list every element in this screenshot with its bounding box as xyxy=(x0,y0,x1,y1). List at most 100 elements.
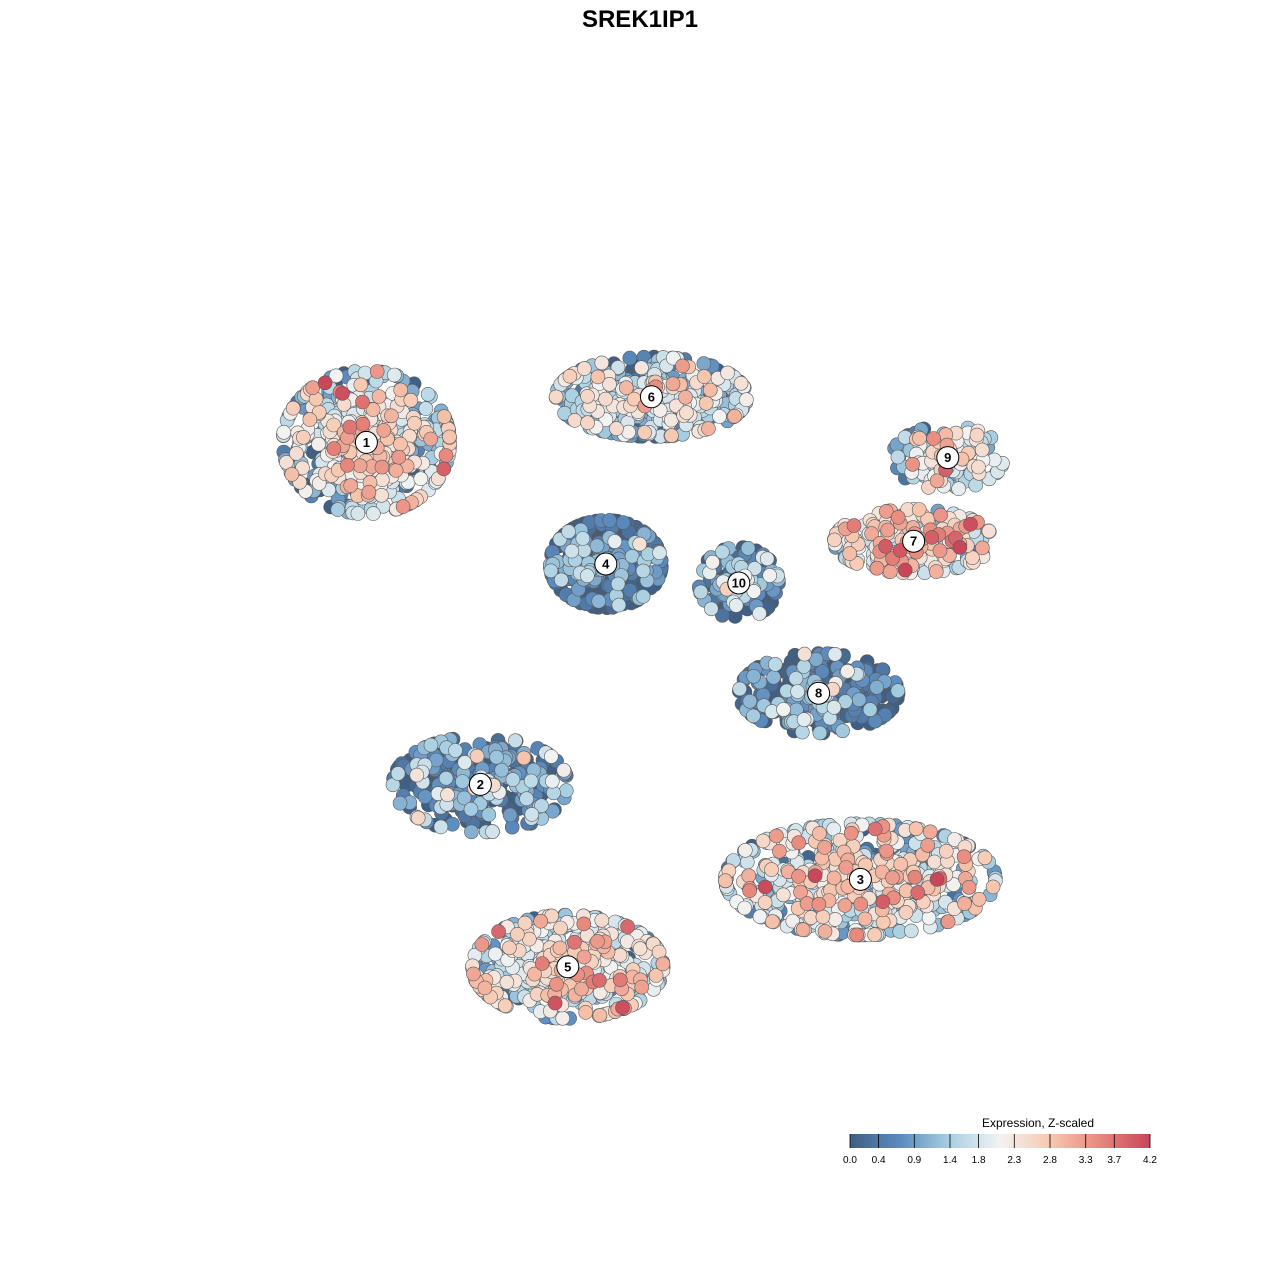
cell-point xyxy=(696,356,712,371)
cell-point xyxy=(547,995,563,1011)
cell-point xyxy=(905,456,920,472)
cluster-label-3: 3 xyxy=(848,867,872,891)
cell-point xyxy=(791,869,806,884)
cell-point xyxy=(893,856,909,872)
cluster-label-7: 7 xyxy=(902,529,926,553)
cell-point xyxy=(622,582,638,598)
cluster-label-text: 4 xyxy=(602,557,610,572)
cell-point xyxy=(311,436,326,452)
cell-point xyxy=(575,531,591,546)
cell-point xyxy=(977,850,993,866)
cell-point xyxy=(752,606,767,621)
cluster-label-text: 6 xyxy=(648,389,655,404)
cell-point xyxy=(556,762,572,778)
cell-point xyxy=(423,737,439,753)
cluster-label-text: 1 xyxy=(363,435,370,450)
cell-point xyxy=(609,421,624,436)
cell-point xyxy=(433,819,449,835)
cell-point xyxy=(516,750,532,766)
cell-point xyxy=(355,416,371,432)
cell-point xyxy=(812,826,827,841)
cell-point xyxy=(403,392,419,408)
cell-point xyxy=(335,386,350,401)
cell-point xyxy=(791,835,807,851)
cell-point xyxy=(393,436,408,452)
cluster-label-9: 9 xyxy=(936,446,960,470)
cell-point xyxy=(635,563,651,579)
cell-point xyxy=(890,449,906,465)
cell-point xyxy=(519,791,534,807)
cell-point xyxy=(928,564,944,579)
cell-point xyxy=(611,597,627,613)
cell-point xyxy=(746,668,762,684)
cell-point xyxy=(388,463,404,478)
cell-point xyxy=(361,484,377,500)
cluster-label-4: 4 xyxy=(594,552,618,576)
cell-point xyxy=(882,564,898,579)
cell-point xyxy=(956,849,972,865)
cell-point xyxy=(590,934,605,949)
cell-point xyxy=(853,896,869,912)
cell-point xyxy=(355,394,370,410)
cell-point xyxy=(622,350,638,366)
cell-point xyxy=(442,429,457,445)
cell-point xyxy=(579,568,595,584)
cell-point xyxy=(664,428,679,443)
cell-point xyxy=(933,507,948,523)
cell-point xyxy=(392,795,408,811)
cell-point xyxy=(423,431,439,447)
cell-point xyxy=(610,576,626,592)
cell-point xyxy=(635,589,651,604)
cell-point xyxy=(827,912,843,927)
cell-point xyxy=(457,755,473,770)
cell-point xyxy=(555,1010,571,1026)
cell-point xyxy=(705,554,720,570)
cell-point xyxy=(851,692,867,708)
cell-point xyxy=(842,546,858,561)
cell-point xyxy=(390,766,406,781)
cell-point xyxy=(929,872,945,887)
cell-point xyxy=(413,471,429,487)
cell-point xyxy=(543,749,559,764)
cluster-label-text: 10 xyxy=(732,576,746,591)
cell-point xyxy=(703,601,719,617)
legend-colorbar xyxy=(850,1134,1150,1148)
cell-point xyxy=(924,530,940,545)
cell-point xyxy=(974,442,990,458)
cell-point xyxy=(663,412,679,428)
cell-point xyxy=(580,415,595,431)
cell-point xyxy=(759,551,775,567)
cell-point xyxy=(795,922,811,938)
cell-point xyxy=(365,506,381,521)
cell-point xyxy=(410,810,426,826)
cell-point xyxy=(757,879,773,895)
cell-point xyxy=(564,543,580,559)
cluster-label-text: 7 xyxy=(910,534,917,549)
cell-point xyxy=(561,524,576,539)
legend-tick-label: 2.8 xyxy=(1043,1155,1057,1166)
cell-point xyxy=(665,376,681,392)
cell-point xyxy=(562,368,578,384)
cell-point xyxy=(463,801,479,817)
cell-point xyxy=(407,415,422,431)
cell-point xyxy=(675,358,690,374)
cell-point xyxy=(464,824,479,840)
cell-point xyxy=(438,448,454,463)
color-legend: Expression, Z-scaled 0.0 0.4 0.9 1.4 1.8 2.3 2… xyxy=(843,1116,1157,1166)
cell-point xyxy=(598,391,613,407)
cell-point xyxy=(797,646,812,662)
cell-point xyxy=(737,900,752,916)
cell-point xyxy=(679,405,694,420)
cell-point xyxy=(752,909,768,924)
cell-point xyxy=(879,843,894,859)
cell-point xyxy=(985,879,1001,895)
cell-point xyxy=(376,423,392,438)
legend-tick-label: 0.0 xyxy=(843,1155,857,1166)
cell-point xyxy=(534,956,550,971)
cell-point xyxy=(742,883,757,899)
cluster-label-2: 2 xyxy=(468,772,492,796)
cell-point xyxy=(342,419,358,435)
cell-point xyxy=(811,896,827,912)
cell-point xyxy=(772,843,787,859)
